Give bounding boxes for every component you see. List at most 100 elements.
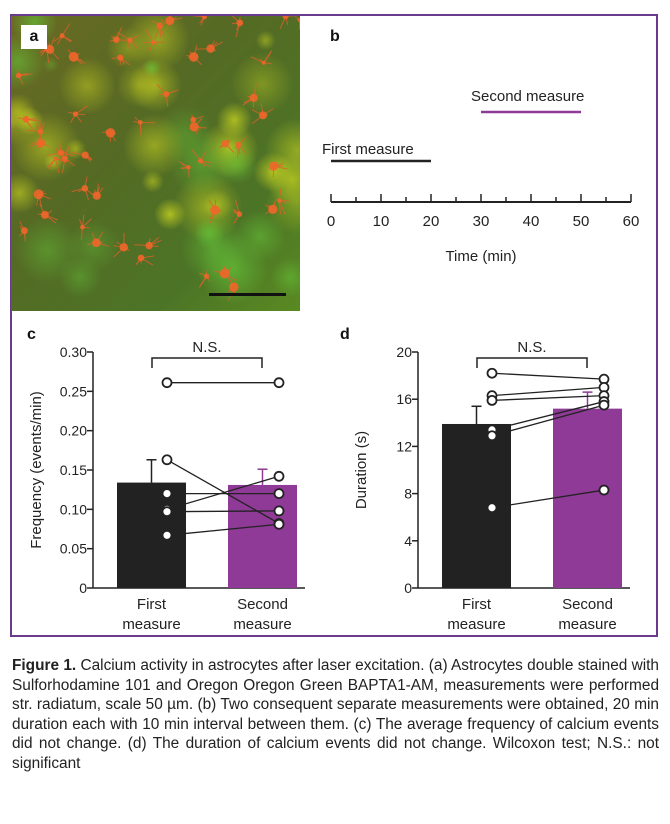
astrocyte [68, 105, 88, 124]
fluorescence-glow [216, 143, 258, 185]
fluorescence-glow [270, 257, 300, 297]
y-tick-label: 0.30 [60, 344, 87, 360]
paired-line [491, 400, 605, 431]
y-tick-label: 20 [396, 344, 412, 360]
bar [553, 408, 622, 588]
astrocyte [250, 50, 273, 65]
paired-line [491, 404, 605, 437]
panel-c-label: c [27, 326, 36, 343]
data-point [161, 506, 173, 518]
time-tick-label: 60 [623, 213, 640, 230]
x-tick-label: measure [122, 616, 180, 632]
y-axis-label: Duration (s) [353, 431, 370, 509]
astrocyte [232, 199, 243, 224]
figure-caption: Figure 1. Calcium activity in astrocytes… [12, 656, 659, 773]
astrocyte [46, 156, 70, 174]
astrocyte [90, 183, 104, 200]
astrocyte [46, 138, 74, 157]
y-tick-label: 4 [404, 533, 412, 549]
astrocyte [269, 161, 288, 178]
figure-frame [10, 14, 658, 637]
caption-label: Figure 1. [12, 657, 77, 674]
astrocyte [156, 83, 179, 107]
astrocyte [33, 189, 51, 208]
astrocyte [189, 118, 207, 135]
significance-label: N.S. [192, 339, 221, 356]
astrocyte [264, 199, 278, 215]
duration-chart: 0 4 8 12 16 20 Duration (s) First measure Second m… [353, 339, 630, 632]
x-tick-label: measure [558, 616, 616, 632]
y-tick-label: 0.15 [60, 462, 87, 478]
fluorescence-glow [11, 172, 40, 214]
y-tick-label: 12 [396, 438, 412, 454]
astrocyte [87, 231, 109, 248]
data-point [161, 529, 173, 541]
astrocyte [135, 254, 155, 266]
astrocyte [219, 139, 235, 153]
y-tick-label: 0.20 [60, 423, 87, 439]
astrocyte [214, 266, 236, 283]
significance-bracket [476, 357, 588, 368]
bar [117, 482, 186, 588]
astrocyte [111, 54, 131, 66]
astrocyte [178, 160, 191, 178]
astrocyte [191, 149, 212, 168]
fluorescence-glow [58, 57, 117, 115]
astrocyte [17, 115, 41, 130]
paired-line [491, 489, 605, 509]
time-tick-label: 10 [373, 213, 390, 230]
astrocyte [158, 16, 183, 30]
astrocyte [29, 138, 50, 149]
astrocyte [208, 199, 222, 224]
data-point [161, 377, 173, 389]
data-point [273, 377, 285, 389]
data-point [598, 399, 610, 411]
y-tick-label: 0.10 [60, 501, 87, 517]
y-tick-label: 0 [404, 580, 412, 596]
astrocyte [186, 45, 203, 66]
data-point [273, 488, 285, 500]
significance-bracket [151, 357, 263, 368]
time-tick-label: 50 [573, 213, 590, 230]
y-tick-label: 16 [396, 391, 412, 407]
data-point [161, 488, 173, 500]
astrocyte [53, 23, 73, 45]
frequency-chart: 0 0.05 0.10 0.15 0.20 0.25 0.30 Frequency (even… [28, 339, 305, 632]
astrocyte [234, 136, 247, 159]
fluorescence-glow [14, 216, 81, 284]
data-point [598, 484, 610, 496]
astrocyte [15, 67, 33, 85]
astrocyte [251, 103, 274, 124]
y-axis-label: Frequency (events/min) [28, 391, 45, 549]
fluorescence-glow [231, 52, 294, 116]
astrocyte [191, 16, 207, 26]
data-point [486, 367, 498, 379]
time-axis-label: Time (min) [445, 248, 516, 265]
x-tick-label: measure [447, 616, 505, 632]
time-tick-label: 30 [473, 213, 490, 230]
caption-text: Calcium activity in astrocytes after las… [12, 657, 659, 772]
fluorescence-glow [180, 214, 248, 282]
x-tick-label: First [137, 596, 167, 613]
astrocyte [132, 116, 156, 137]
fluorescence-glow [15, 106, 44, 136]
data-point [486, 394, 498, 406]
time-tick-label: 0 [327, 213, 335, 230]
astrocyte-micrograph [11, 16, 300, 311]
y-tick-label: 8 [404, 486, 412, 502]
second-measure-label: Second measure [471, 88, 584, 105]
astrocyte [277, 189, 291, 215]
x-tick-label: First [462, 596, 492, 613]
paired-line [166, 523, 280, 536]
x-tick-label: Second [237, 596, 288, 613]
data-point [161, 454, 173, 466]
data-point [273, 518, 285, 530]
first-measure-label: First measure [322, 141, 414, 158]
paired-line [166, 475, 280, 510]
data-point [486, 430, 498, 442]
paired-line [491, 395, 605, 402]
astrocyte [102, 128, 117, 142]
paired-line [491, 386, 605, 397]
fluorescence-glow [255, 30, 276, 51]
time-tick-label: 40 [523, 213, 540, 230]
